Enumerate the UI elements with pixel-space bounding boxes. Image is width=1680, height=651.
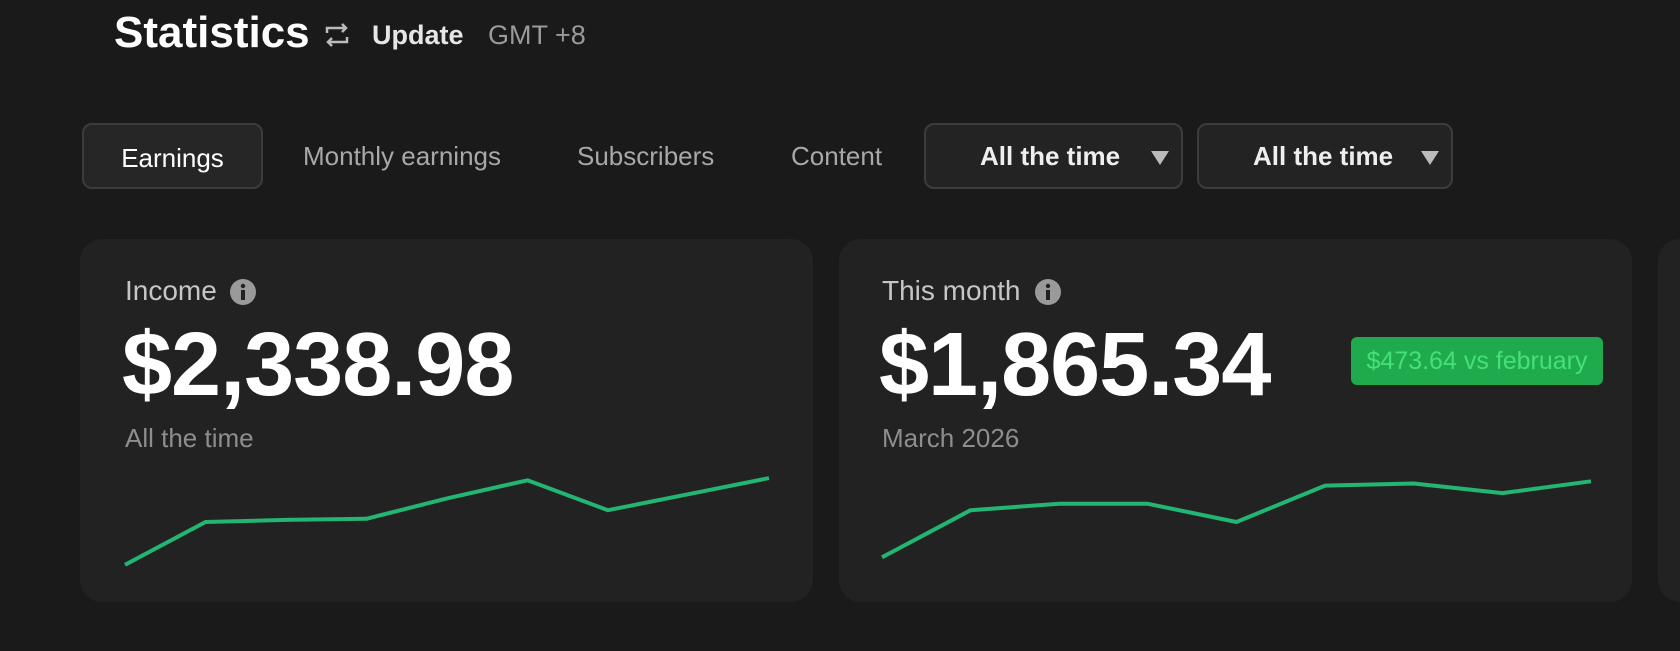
page-title: Statistics [114,8,310,57]
partial-card [1658,239,1680,602]
info-icon[interactable] [229,278,257,306]
update-button[interactable]: Update [372,20,464,50]
info-icon[interactable] [1034,278,1062,306]
sparkline [124,476,770,567]
comparison-badge: $473.64 vs february [1351,337,1603,385]
tab[interactable]: Earnings [82,123,263,189]
card-value: $1,865.34 [879,315,1271,415]
card-period: March 2026 [882,423,1020,453]
filter-label: All the time [1253,141,1394,171]
card-period: All the time [125,423,254,453]
sparkline [881,479,1592,560]
card-label: This month [882,275,1021,306]
card-value: $2,338.98 [122,315,514,415]
tab[interactable]: Subscribers [577,141,715,171]
update-icon[interactable] [322,20,352,50]
month-card [839,239,1632,602]
filter-dropdown[interactable]: All the time [1197,123,1453,189]
dropdown-arrow [1421,151,1439,165]
card-label: Income [125,275,217,306]
dropdown-arrow [1151,151,1169,165]
filter-label: All the time [980,141,1121,171]
income-card [80,239,813,602]
filter-dropdown[interactable]: All the time [924,123,1183,189]
tab[interactable]: Monthly earnings [303,141,501,171]
timezone: GMT +8 [488,20,586,50]
tab[interactable]: Content [791,141,883,171]
